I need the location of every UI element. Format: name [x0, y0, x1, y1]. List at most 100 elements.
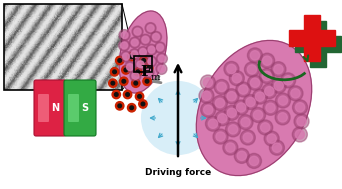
Circle shape [258, 120, 273, 135]
Circle shape [253, 110, 263, 120]
Circle shape [132, 79, 140, 87]
Circle shape [119, 40, 130, 51]
Circle shape [251, 108, 265, 122]
Bar [134, 56, 152, 72]
Circle shape [145, 64, 153, 72]
Circle shape [212, 95, 227, 111]
Circle shape [116, 102, 124, 110]
Circle shape [120, 77, 128, 85]
Circle shape [134, 68, 142, 76]
Circle shape [143, 67, 154, 78]
Circle shape [147, 66, 150, 70]
Circle shape [237, 103, 246, 112]
Circle shape [266, 103, 275, 112]
Circle shape [109, 79, 117, 87]
Circle shape [129, 37, 140, 48]
Circle shape [130, 106, 133, 110]
Circle shape [234, 148, 249, 163]
FancyBboxPatch shape [64, 80, 96, 136]
Circle shape [225, 122, 240, 137]
Circle shape [239, 85, 248, 94]
Circle shape [150, 31, 161, 42]
Circle shape [215, 98, 225, 108]
Circle shape [263, 56, 272, 65]
Circle shape [116, 56, 124, 65]
Circle shape [292, 127, 307, 142]
Circle shape [264, 131, 279, 146]
Circle shape [248, 75, 263, 90]
Circle shape [124, 68, 128, 72]
Circle shape [202, 91, 211, 100]
Bar [289, 30, 335, 46]
Circle shape [250, 78, 260, 87]
Circle shape [259, 68, 274, 84]
Circle shape [224, 61, 239, 76]
Circle shape [122, 66, 130, 74]
Circle shape [201, 102, 216, 117]
Text: N: N [51, 103, 59, 113]
Circle shape [215, 111, 230, 126]
Circle shape [141, 102, 145, 106]
Ellipse shape [119, 11, 167, 93]
Circle shape [267, 134, 276, 143]
Circle shape [214, 79, 229, 94]
Circle shape [199, 88, 214, 103]
Circle shape [126, 93, 129, 96]
Circle shape [128, 53, 136, 61]
Circle shape [155, 42, 166, 53]
Circle shape [200, 75, 215, 90]
Circle shape [135, 59, 146, 70]
Circle shape [131, 39, 138, 46]
Circle shape [284, 76, 293, 85]
Circle shape [218, 114, 227, 123]
Circle shape [140, 34, 151, 45]
Circle shape [137, 61, 144, 68]
Text: F: F [140, 65, 151, 79]
Bar [295, 36, 341, 52]
Circle shape [147, 25, 154, 32]
Circle shape [135, 92, 144, 101]
Circle shape [213, 129, 228, 144]
Circle shape [227, 64, 236, 74]
Circle shape [291, 89, 300, 98]
Circle shape [130, 55, 133, 59]
Circle shape [248, 48, 262, 63]
Circle shape [157, 44, 163, 51]
Circle shape [227, 92, 236, 101]
Circle shape [122, 79, 126, 83]
Circle shape [274, 65, 283, 74]
Circle shape [276, 93, 290, 108]
Circle shape [153, 33, 159, 40]
Circle shape [243, 94, 258, 110]
Circle shape [128, 104, 136, 112]
Circle shape [295, 103, 305, 112]
Circle shape [139, 100, 147, 108]
Circle shape [134, 28, 141, 35]
Circle shape [238, 115, 253, 130]
Circle shape [145, 79, 149, 83]
Circle shape [255, 92, 265, 101]
Circle shape [294, 114, 309, 129]
Circle shape [140, 49, 146, 55]
Circle shape [224, 105, 239, 120]
Circle shape [142, 82, 214, 154]
FancyBboxPatch shape [68, 94, 79, 122]
Text: S: S [81, 103, 89, 113]
Circle shape [292, 100, 307, 115]
Circle shape [136, 70, 140, 74]
Circle shape [118, 104, 121, 108]
Circle shape [129, 49, 140, 60]
Circle shape [206, 116, 221, 131]
Circle shape [120, 51, 132, 62]
Circle shape [252, 89, 267, 104]
Circle shape [122, 53, 129, 60]
Circle shape [271, 78, 286, 93]
Circle shape [121, 42, 128, 49]
Circle shape [145, 23, 156, 34]
Circle shape [265, 87, 274, 96]
Circle shape [118, 59, 121, 62]
Circle shape [131, 51, 138, 58]
Text: m: m [151, 74, 160, 83]
Circle shape [241, 118, 250, 127]
Circle shape [280, 73, 295, 88]
